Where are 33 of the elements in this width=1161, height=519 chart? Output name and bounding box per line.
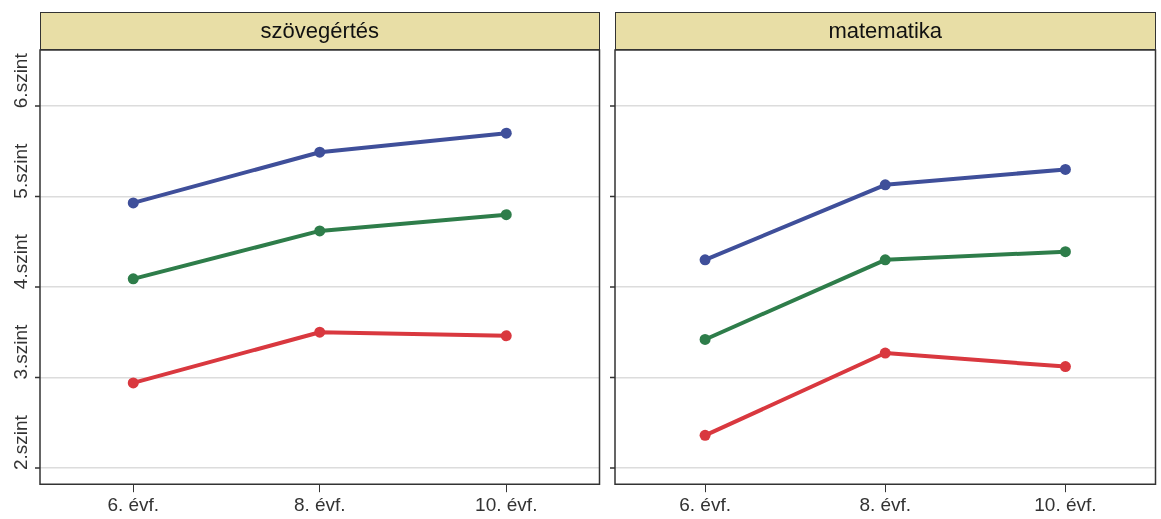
header-strip: matematika xyxy=(615,12,1156,50)
point xyxy=(500,209,512,221)
y-tick-label: 6.szint xyxy=(9,52,31,109)
point xyxy=(314,225,326,237)
point xyxy=(500,330,512,342)
y-tick-label: 5.szint xyxy=(9,143,31,199)
point xyxy=(879,347,891,359)
point xyxy=(1059,163,1071,175)
x-tick-label: 10. évf. xyxy=(475,493,538,515)
y-tick-label: 2.szint xyxy=(9,414,31,471)
point xyxy=(1059,246,1071,258)
x-tick-label: 6. évf. xyxy=(107,493,160,515)
point xyxy=(1059,361,1071,373)
point xyxy=(699,254,711,266)
y-tick-label: 4.szint xyxy=(9,233,31,290)
point xyxy=(500,127,512,139)
point xyxy=(879,179,891,191)
x-tick-label: 8. évf. xyxy=(293,493,346,515)
x-tick-label: 8. évf. xyxy=(859,493,912,515)
point xyxy=(314,326,326,338)
y-tick-label: 3.szint xyxy=(9,323,31,380)
point xyxy=(699,429,711,441)
point xyxy=(314,146,326,158)
chart-title: szövegértés xyxy=(260,18,380,44)
point xyxy=(127,197,139,209)
point xyxy=(879,254,891,266)
point xyxy=(127,273,139,285)
point xyxy=(699,333,711,345)
chart-title: matematika xyxy=(828,18,943,44)
header-strip: szövegértés xyxy=(40,12,600,50)
x-tick-label: 10. évf. xyxy=(1034,493,1097,515)
point xyxy=(127,377,139,389)
x-tick-label: 6. évf. xyxy=(679,493,731,515)
